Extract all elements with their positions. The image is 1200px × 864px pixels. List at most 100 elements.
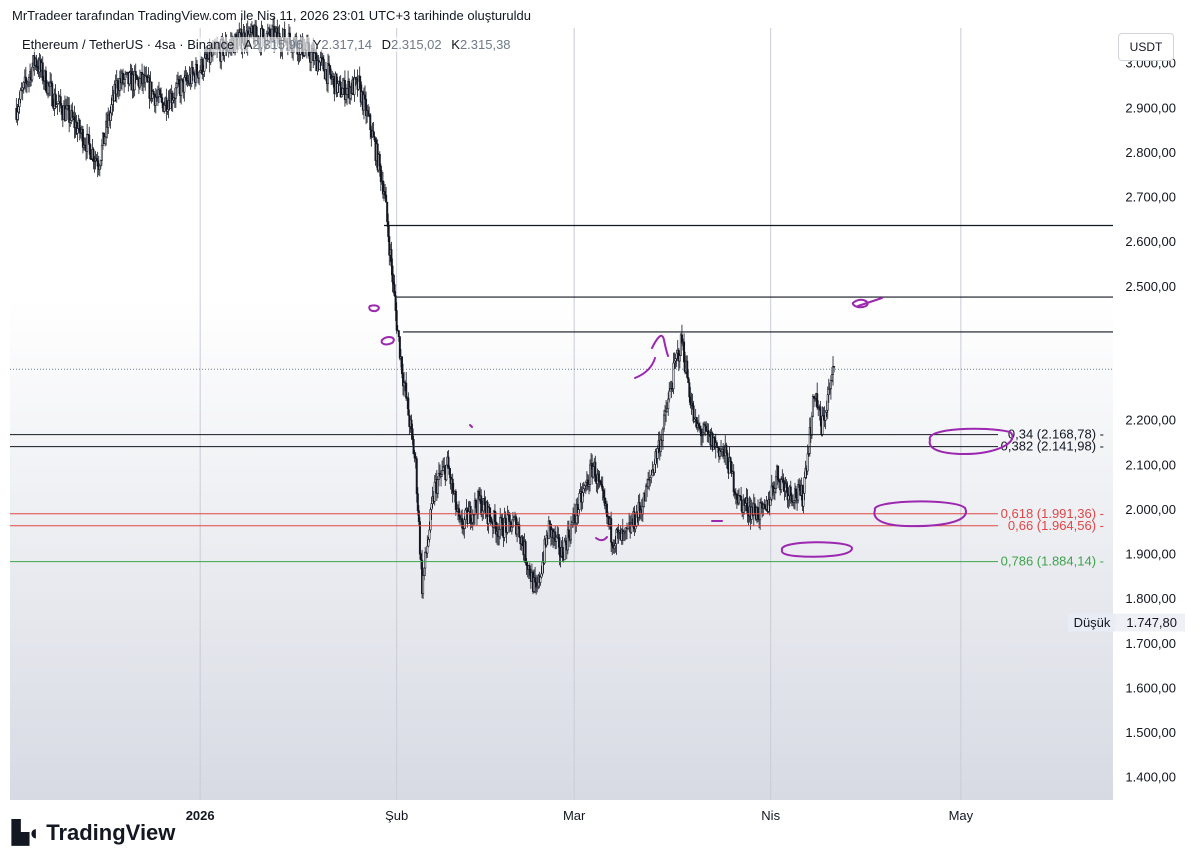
candle-body xyxy=(205,54,208,60)
candle-body xyxy=(191,67,194,75)
candle xyxy=(418,517,421,560)
candle xyxy=(473,492,476,525)
symbol-label[interactable]: Ethereum / TetherUS · 4sa · Binance xyxy=(22,37,235,52)
candle xyxy=(24,66,27,93)
candle xyxy=(322,55,325,72)
candle-body xyxy=(557,534,560,538)
candle-body xyxy=(759,502,762,521)
candle-body xyxy=(86,133,89,152)
candle-body xyxy=(826,394,829,411)
candle xyxy=(769,496,772,506)
candle-body xyxy=(746,497,749,514)
candle-body xyxy=(123,79,126,84)
candle-body xyxy=(341,87,344,95)
open-key: A xyxy=(243,37,253,52)
candle xyxy=(730,460,733,477)
fib-level-label: 0,786 (1.884,14) - xyxy=(1001,554,1104,569)
price-tick-label: 2.100,00 xyxy=(1125,457,1176,472)
candle xyxy=(442,457,445,472)
candle-body xyxy=(577,509,580,517)
candle xyxy=(624,527,627,540)
candle-body xyxy=(735,493,738,500)
candle xyxy=(128,70,131,87)
candle-body xyxy=(589,464,592,485)
candle-body xyxy=(69,119,72,123)
candles xyxy=(15,15,836,599)
fib-level-label: 0,66 (1.964,56) - xyxy=(1008,518,1104,533)
chart-snapshot-title: MrTradeer tarafından TradingView.com ile… xyxy=(12,8,531,23)
candle-body xyxy=(400,356,403,375)
currency-button[interactable]: USDT xyxy=(1118,33,1174,61)
candle-body xyxy=(369,114,372,131)
candle xyxy=(134,63,137,84)
candle xyxy=(203,49,206,78)
drawn-mark-2477-left xyxy=(368,304,380,313)
candle xyxy=(511,511,514,528)
candle xyxy=(518,517,521,538)
price-tick-label: 2.700,00 xyxy=(1125,190,1176,205)
candle-body xyxy=(363,94,366,100)
candle-body xyxy=(159,89,162,95)
candle-body xyxy=(464,509,467,521)
candle xyxy=(790,492,793,507)
candle xyxy=(76,122,79,143)
candle-body xyxy=(592,466,595,478)
price-tick-label: 1.600,00 xyxy=(1125,680,1176,695)
candle xyxy=(427,536,430,548)
candle-body xyxy=(367,110,370,116)
candle xyxy=(261,25,264,37)
candle-body xyxy=(469,506,472,524)
candle-body xyxy=(358,75,361,83)
candle-body xyxy=(645,485,648,502)
candle xyxy=(510,519,513,535)
candle-body xyxy=(540,573,543,578)
drawn-mark-2398-left xyxy=(380,335,395,346)
candle-body xyxy=(461,518,464,529)
candle-body xyxy=(433,481,436,502)
candle xyxy=(578,489,581,514)
candle-body xyxy=(180,79,183,96)
candle xyxy=(51,80,54,107)
candle xyxy=(469,501,472,530)
candle-body xyxy=(667,398,670,410)
price-axis: 3.000,002.900,002.800,002.700,002.600,00… xyxy=(1068,28,1188,800)
candle-body xyxy=(521,536,524,546)
candle-body xyxy=(525,562,528,566)
candle xyxy=(96,151,99,178)
chart-area[interactable] xyxy=(10,28,1188,800)
low-value-badge xyxy=(1115,613,1185,632)
candle-body xyxy=(268,28,271,37)
candle-body xyxy=(413,453,416,459)
candle xyxy=(422,569,425,599)
candle-body xyxy=(506,514,509,533)
price-tick-label: 2.000,00 xyxy=(1125,502,1176,517)
candle-body xyxy=(512,517,515,521)
candle-body xyxy=(436,479,439,494)
candle xyxy=(597,470,600,490)
candle-body xyxy=(336,83,339,93)
candle-body xyxy=(448,468,451,475)
hand-drawings xyxy=(368,297,1014,558)
candle-body xyxy=(798,484,801,488)
time-axis: 2026 Şub Mar Nis May xyxy=(186,808,974,823)
candle-body xyxy=(21,87,24,91)
candle-body xyxy=(483,498,486,506)
candle-body xyxy=(319,57,322,63)
candle xyxy=(19,87,22,104)
candle xyxy=(447,450,450,469)
candle-body xyxy=(405,382,408,399)
candle xyxy=(165,88,168,121)
candle-body xyxy=(528,565,531,576)
price-axis-background xyxy=(1113,28,1188,800)
candle xyxy=(633,505,636,536)
candle-body xyxy=(378,153,381,167)
candle-body xyxy=(202,71,205,75)
candle-body xyxy=(613,545,616,549)
candle-body xyxy=(740,496,743,501)
candle xyxy=(617,523,620,544)
candle-body xyxy=(163,104,166,112)
footer-brand: ▙◖ TradingView xyxy=(12,820,175,846)
candle-body xyxy=(379,165,382,183)
candle xyxy=(56,103,59,115)
